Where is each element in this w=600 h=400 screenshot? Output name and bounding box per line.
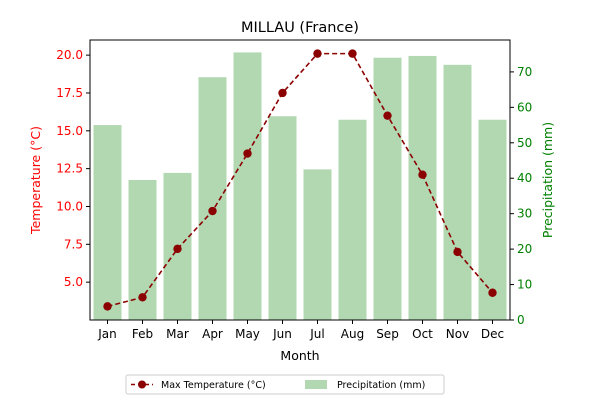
x-tick-label: Apr — [202, 327, 223, 341]
precipitation-bar — [478, 119, 507, 321]
right-tick-label: 40 — [517, 171, 532, 185]
right-tick-label: 30 — [517, 207, 532, 221]
temperature-point — [348, 49, 357, 58]
plot-frame — [89, 39, 511, 321]
x-tick-label: Jan — [97, 327, 117, 341]
x-tick-label: Sep — [376, 327, 399, 341]
right-tick-label: 70 — [517, 65, 532, 79]
left-tick-label: 17.5 — [56, 86, 83, 100]
left-tick-label: 12.5 — [56, 162, 83, 176]
temperature-point — [103, 302, 112, 311]
temperature-point — [243, 149, 252, 158]
x-tick-label: Nov — [446, 327, 469, 341]
right-tick-label: 0 — [517, 313, 525, 327]
right-axis-ticks: 0 10 20 30 40 50 60 70 — [510, 65, 532, 327]
right-tick-label: 20 — [517, 242, 532, 256]
x-tick-label: Feb — [132, 327, 153, 341]
right-tick-label: 50 — [517, 136, 532, 150]
x-axis-ticks: Jan Feb Mar Apr May Jun Jul Aug Sep Oct Nov Dec — [97, 320, 504, 341]
left-tick-label: 5.0 — [64, 275, 83, 289]
temperature-line-layer — [103, 49, 497, 311]
chart-title: MILLAU (France) — [241, 20, 359, 36]
legend-box — [125, 374, 445, 395]
precipitation-bar — [408, 55, 437, 320]
precipitation-bar — [443, 64, 472, 321]
left-tick-label: 15.0 — [56, 124, 83, 138]
legend-line-marker — [138, 380, 146, 389]
x-tick-label: Jun — [272, 327, 292, 341]
temperature-point — [383, 111, 392, 120]
precipitation-bar — [338, 119, 367, 321]
right-tick-label: 10 — [517, 278, 532, 292]
precipitation-bar — [373, 57, 402, 320]
left-tick-label: 7.5 — [64, 237, 83, 251]
precipitation-bar — [268, 116, 297, 320]
temperature-point — [278, 88, 287, 98]
x-tick-label: Aug — [341, 327, 364, 341]
temperature-point — [488, 288, 497, 297]
temperature-point — [418, 170, 427, 179]
left-axis-ticks: 5.0 7.5 10.0 12.5 15.0 17.5 20.0 — [56, 48, 90, 289]
precipitation-bar — [303, 169, 332, 320]
precipitation-bar — [198, 77, 227, 321]
precipitation-bar — [233, 52, 262, 321]
temperature-point — [453, 247, 462, 257]
x-tick-label: Dec — [481, 327, 504, 341]
right-axis-label: Precipitation (mm) — [540, 122, 555, 238]
x-tick-label: May — [235, 327, 260, 341]
legend: Max Temperature (°C) Precipitation (mm) — [125, 374, 445, 395]
temperature-point — [173, 244, 182, 254]
x-tick-label: Oct — [412, 327, 433, 341]
x-axis-label: Month — [280, 348, 319, 363]
temperature-point — [313, 49, 322, 58]
left-tick-label: 20.0 — [56, 48, 83, 62]
precipitation-bar — [93, 125, 122, 320]
legend-bar-swatch — [305, 380, 327, 389]
x-tick-label: Jul — [309, 327, 324, 341]
legend-line-label: Max Temperature (°C) — [161, 380, 266, 391]
left-tick-label: 10.0 — [56, 199, 83, 213]
legend-bar-label: Precipitation (mm) — [337, 380, 425, 391]
x-tick-label: Mar — [166, 327, 189, 341]
temperature-point — [138, 293, 147, 302]
temperature-point — [208, 206, 217, 216]
precipitation-bars — [93, 52, 507, 321]
left-axis-label: Temperature (°C) — [28, 126, 43, 235]
right-tick-label: 60 — [517, 100, 532, 114]
